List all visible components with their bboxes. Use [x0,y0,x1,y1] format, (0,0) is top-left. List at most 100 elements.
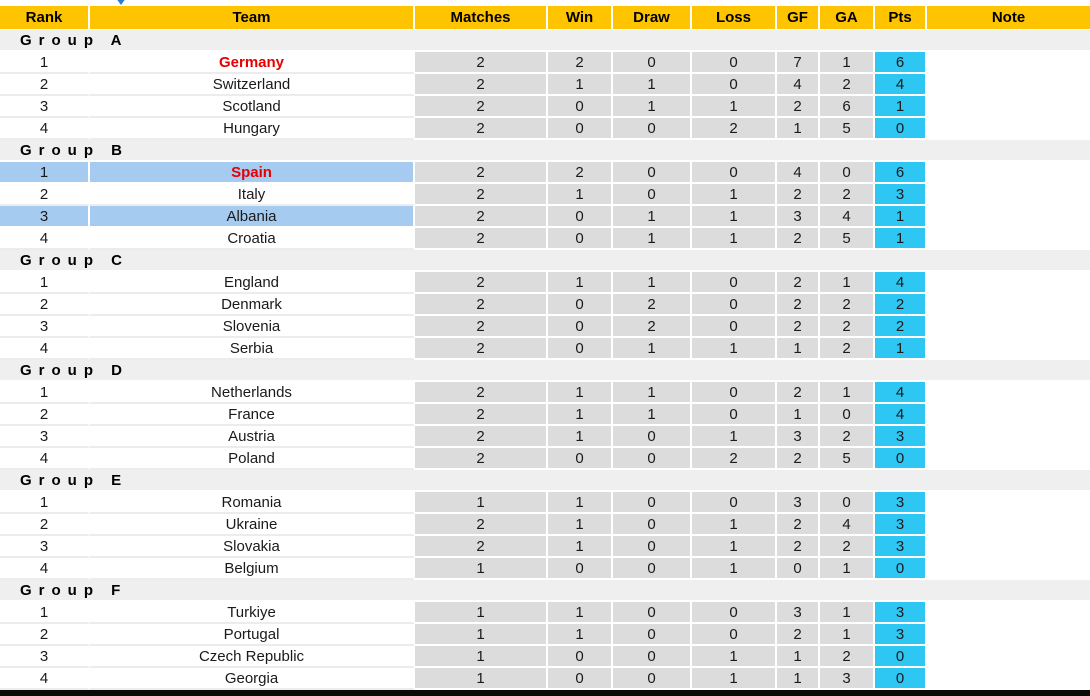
loss-cell: 0 [692,382,777,404]
standings-table: Rank Team Matches Win Draw Loss GF GA Pts Note Gr… [0,6,1090,690]
ga-cell: 6 [820,96,875,118]
gf-cell: 1 [777,668,820,690]
draw-cell: 2 [613,316,692,338]
ga-cell: 2 [820,536,875,558]
matches-cell: 2 [415,316,548,338]
note-cell [927,118,1090,140]
loss-cell: 0 [692,74,777,96]
team-name[interactable]: Romania [90,492,415,514]
team-name[interactable]: Scotland [90,96,415,118]
team-name[interactable]: Poland [90,448,415,470]
gf-cell: 3 [777,602,820,624]
team-name[interactable]: Serbia [90,338,415,360]
team-row: 3 Czech Republic 1 0 0 1 1 2 0 [0,646,1090,668]
team-name[interactable]: Italy [90,184,415,206]
column-header-win: Win [548,6,613,30]
header-row: Rank Team Matches Win Draw Loss GF GA Pts Note [0,6,1090,30]
team-name[interactable]: Germany [90,52,415,74]
team-name[interactable]: England [90,272,415,294]
pts-cell: 1 [875,338,927,360]
pts-cell: 3 [875,602,927,624]
win-cell: 0 [548,338,613,360]
rank-cell: 3 [0,206,90,228]
team-name[interactable]: Slovenia [90,316,415,338]
column-header-pts: Pts [875,6,927,30]
team-name[interactable]: Croatia [90,228,415,250]
win-cell: 0 [548,558,613,580]
loss-cell: 1 [692,668,777,690]
team-name[interactable]: Denmark [90,294,415,316]
draw-cell: 1 [613,272,692,294]
team-name[interactable]: Albania [90,206,415,228]
rank-cell: 2 [0,514,90,536]
team-name[interactable]: Spain [90,162,415,184]
column-header-ga: GA [820,6,875,30]
team-name[interactable]: Ukraine [90,514,415,536]
team-name[interactable]: Belgium [90,558,415,580]
matches-cell: 2 [415,96,548,118]
loss-cell: 0 [692,52,777,74]
matches-cell: 2 [415,514,548,536]
loss-cell: 1 [692,338,777,360]
gf-cell: 2 [777,228,820,250]
note-cell [927,448,1090,470]
team-name[interactable]: France [90,404,415,426]
chevron-down-icon[interactable] [113,0,129,5]
rank-cell: 2 [0,624,90,646]
pts-cell: 2 [875,316,927,338]
matches-cell: 1 [415,492,548,514]
rank-cell: 1 [0,382,90,404]
draw-cell: 1 [613,74,692,96]
pts-cell: 3 [875,184,927,206]
gf-cell: 3 [777,206,820,228]
column-header-rank: Rank [0,6,90,30]
team-name[interactable]: Portugal [90,624,415,646]
team-name[interactable]: Austria [90,426,415,448]
loss-cell: 1 [692,514,777,536]
group-label: Group F [0,580,1090,602]
team-row: 1 Netherlands 2 1 1 0 2 1 4 [0,382,1090,404]
note-cell [927,316,1090,338]
pts-cell: 6 [875,162,927,184]
team-name[interactable]: Slovakia [90,536,415,558]
column-header-loss: Loss [692,6,777,30]
draw-cell: 1 [613,96,692,118]
gf-cell: 2 [777,316,820,338]
draw-cell: 1 [613,206,692,228]
team-row: 2 Switzerland 2 1 1 0 4 2 4 [0,74,1090,96]
ga-cell: 1 [820,602,875,624]
note-cell [927,382,1090,404]
team-name[interactable]: Switzerland [90,74,415,96]
pts-cell: 3 [875,624,927,646]
note-cell [927,184,1090,206]
note-cell [927,536,1090,558]
note-cell [927,646,1090,668]
matches-cell: 2 [415,382,548,404]
team-name[interactable]: Hungary [90,118,415,140]
gf-cell: 2 [777,294,820,316]
ga-cell: 4 [820,514,875,536]
rank-cell: 1 [0,602,90,624]
win-cell: 1 [548,602,613,624]
draw-cell: 0 [613,646,692,668]
pts-cell: 1 [875,228,927,250]
gf-cell: 1 [777,118,820,140]
draw-cell: 1 [613,382,692,404]
gf-cell: 1 [777,646,820,668]
win-cell: 0 [548,118,613,140]
loss-cell: 1 [692,646,777,668]
win-cell: 0 [548,668,613,690]
ga-cell: 3 [820,668,875,690]
rank-cell: 4 [0,118,90,140]
win-cell: 1 [548,536,613,558]
team-name[interactable]: Netherlands [90,382,415,404]
ga-cell: 0 [820,162,875,184]
team-name[interactable]: Georgia [90,668,415,690]
team-name[interactable]: Czech Republic [90,646,415,668]
win-cell: 0 [548,646,613,668]
loss-cell: 0 [692,162,777,184]
pts-cell: 0 [875,118,927,140]
top-strip [0,0,1090,6]
team-name[interactable]: Turkiye [90,602,415,624]
loss-cell: 0 [692,272,777,294]
